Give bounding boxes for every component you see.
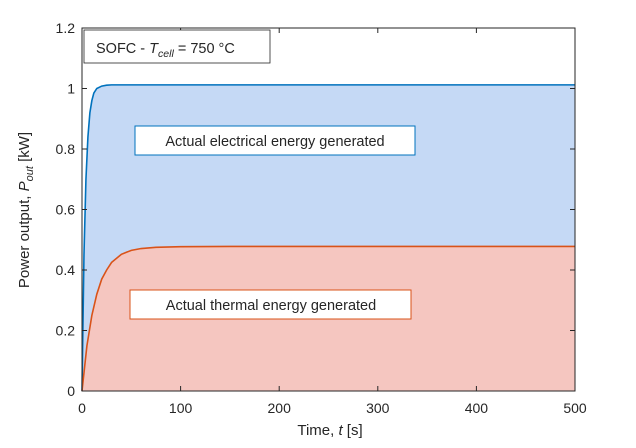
x-tick-label: 400 [465,400,489,416]
x-tick-label: 0 [78,400,86,416]
series-1-line [81,245,575,392]
y-tick-label: 1 [67,81,75,97]
y-tick-label: 0.8 [56,141,76,157]
series-0-line [81,84,575,392]
y-tick-label: 1.2 [56,20,76,36]
series-lines [81,84,575,392]
x-tick-label: 300 [366,400,390,416]
y-axis-label: Power output, Pout [kW] [16,132,36,288]
x-tick-label: 100 [169,400,193,416]
y-tick-label: 0.4 [56,262,76,278]
y-tick-label: 0.2 [56,323,76,339]
x-tick-label: 200 [268,400,292,416]
annotation-text: SOFC - Tcell = 750 °C [96,41,235,60]
electrical-label-text: Actual electrical energy generated [165,134,384,150]
thermal-label-text: Actual thermal energy generated [166,298,376,314]
thermal-label-box: Actual thermal energy generated [129,289,412,320]
electrical-label-box: Actual electrical energy generated [134,125,416,156]
axis-ticks [81,27,576,392]
y-tick-label: 0 [67,383,75,399]
y-tick-label: 0.6 [56,202,76,218]
x-axis-label: Time, t [s] [297,422,362,439]
tick-labels: 0 100 200 300 400 500 0 0.2 0.4 0.6 0.8 1 1.2 [56,20,587,416]
x-tick-label: 500 [563,400,587,416]
annotation-box: SOFC - Tcell = 750 °C [83,29,271,64]
